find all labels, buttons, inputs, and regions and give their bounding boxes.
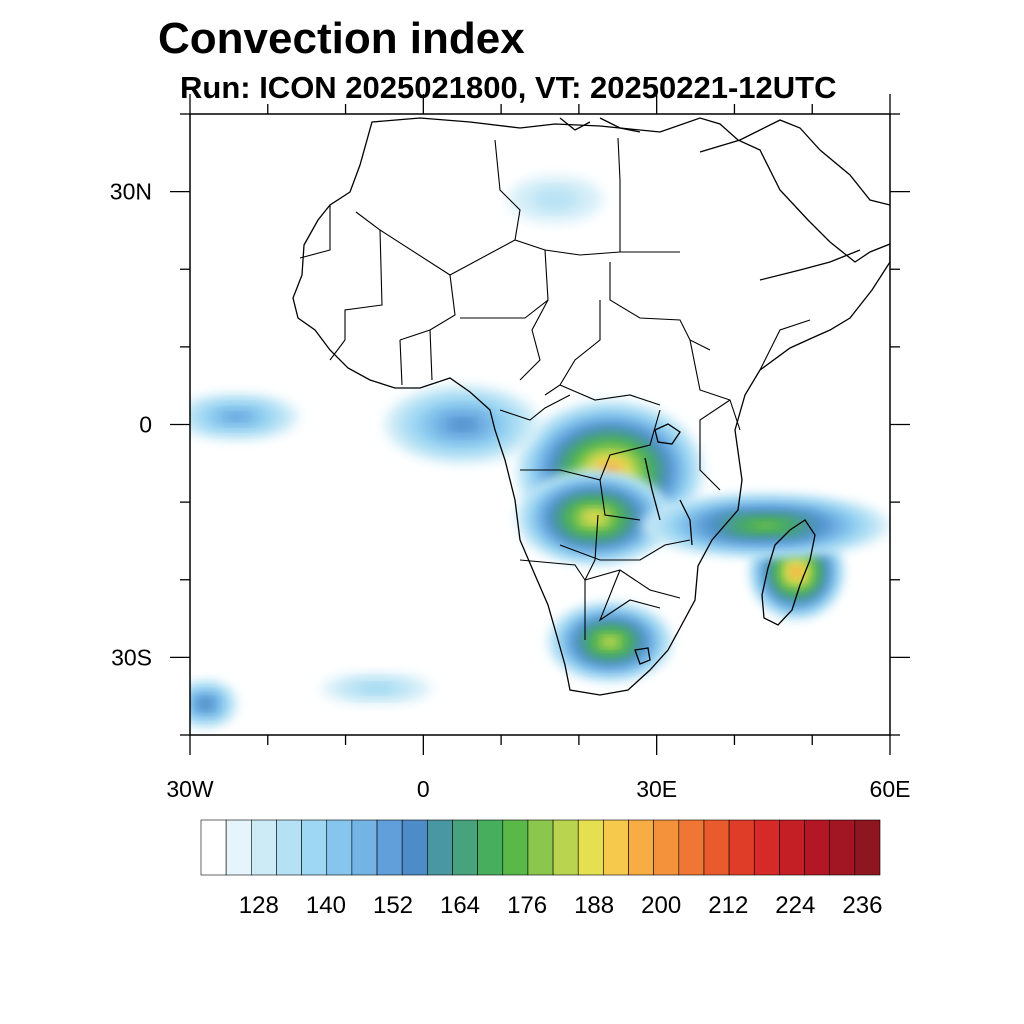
colorbar: 128 140 152 164 176 188 200 212 224 236 xyxy=(200,819,882,919)
colorbar-swatch xyxy=(477,819,504,876)
y-tick-label: 0 xyxy=(139,412,152,438)
colorbar-swatch xyxy=(225,819,252,876)
x-tick-label: 60E xyxy=(870,776,911,802)
colorbar-swatch xyxy=(603,819,629,876)
colorbar-swatch xyxy=(829,819,856,876)
colorbar-label: 188 xyxy=(574,892,614,919)
convection-area xyxy=(755,522,776,529)
x-tick-label: 30W xyxy=(166,776,214,802)
convection-field xyxy=(190,176,890,728)
convection-area xyxy=(201,701,210,707)
map-title: Convection index xyxy=(158,14,525,63)
coastlines xyxy=(292,117,890,696)
y-tick-label: 30S xyxy=(111,644,152,670)
colorbar-label: 128 xyxy=(239,892,279,919)
colorbar-swatch xyxy=(703,819,730,876)
axis-ticks xyxy=(170,94,910,755)
colorbar-swatch xyxy=(728,819,755,876)
axis-tick-labels: 30W 0 30E 60E 30N 0 30S xyxy=(110,179,911,802)
x-tick-label: 0 xyxy=(417,776,430,802)
convection-area xyxy=(589,514,600,521)
colorbar-swatch xyxy=(251,819,277,876)
y-tick-label: 30N xyxy=(110,179,152,205)
colorbar-swatch xyxy=(678,819,705,876)
colorbar-label: 164 xyxy=(440,892,480,919)
colorbar-swatch xyxy=(376,819,403,876)
colorbar-label: 176 xyxy=(507,892,547,919)
x-tick-label: 30E xyxy=(636,776,677,802)
colorbar-swatch xyxy=(779,819,805,876)
colorbar-swatch xyxy=(301,819,328,876)
convection-area xyxy=(532,187,579,211)
colorbar-swatch xyxy=(326,819,353,876)
map-subtitle: Run: ICON 2025021800, VT: 20250221-12UTC xyxy=(180,70,837,105)
colorbar-label: 236 xyxy=(842,892,882,919)
colorbar-label: 212 xyxy=(708,892,748,919)
colorbar-label: 140 xyxy=(306,892,346,919)
country-borders xyxy=(299,137,811,640)
colorbar-swatch xyxy=(552,819,579,876)
colorbar-swatch xyxy=(753,819,780,876)
colorbar-swatch xyxy=(502,819,529,876)
colorbar-swatch xyxy=(276,819,302,876)
colorbar-swatch xyxy=(452,819,478,876)
convection-area xyxy=(793,569,800,575)
convection-area xyxy=(451,419,474,430)
colorbar-swatch xyxy=(854,819,881,876)
colorbar-swatch xyxy=(628,819,654,876)
colorbar-swatch xyxy=(527,819,554,876)
colorbar-swatch xyxy=(427,819,453,876)
colorbar-label: 200 xyxy=(641,892,681,919)
colorbar-label: 224 xyxy=(775,892,815,919)
colorbar-swatch xyxy=(653,819,680,876)
colorbar-label: 152 xyxy=(373,892,413,919)
colorbar-swatch xyxy=(577,819,604,876)
convection-area xyxy=(226,412,248,421)
colorbar-swatch xyxy=(351,819,378,876)
convection-area xyxy=(605,639,615,645)
colorbar-swatch xyxy=(401,819,428,876)
colorbar-swatch xyxy=(200,819,227,876)
colorbar-swatch xyxy=(804,819,831,876)
convection-area xyxy=(358,683,395,694)
